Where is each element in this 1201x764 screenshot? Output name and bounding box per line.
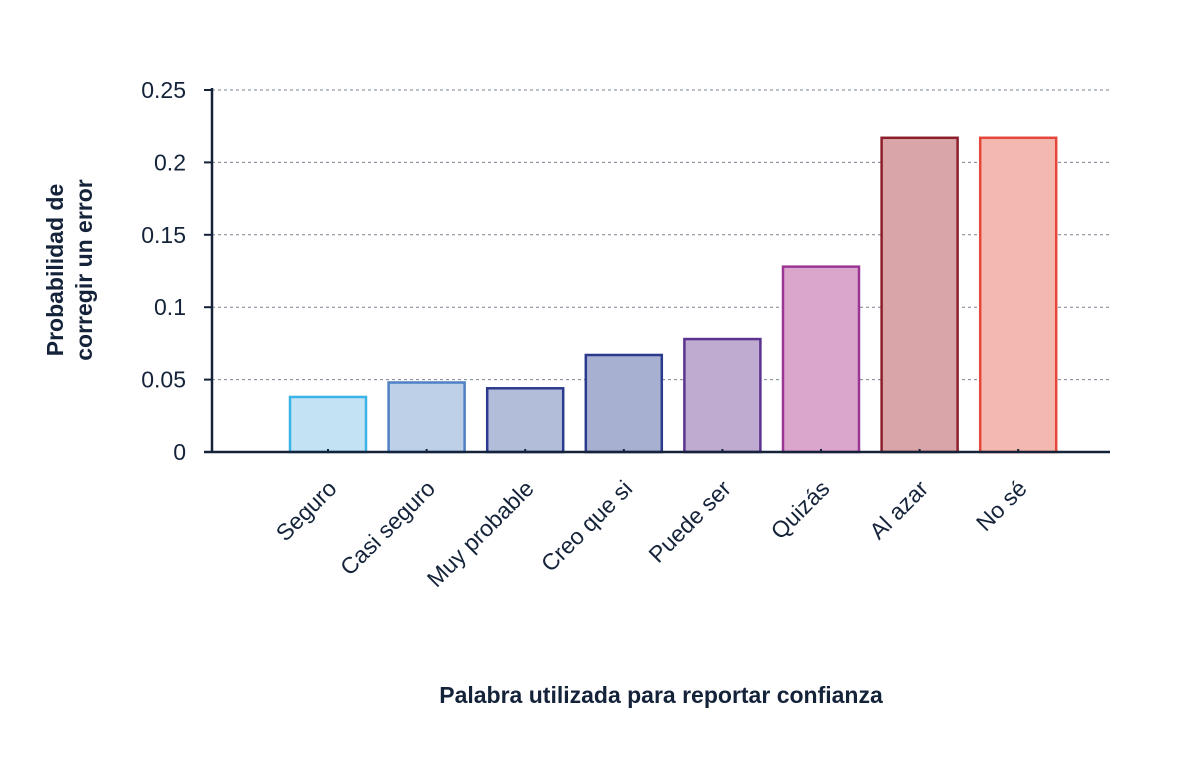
x-tick-label: Quizás [766, 475, 835, 544]
y-axis-label-box: Probabilidad de corregir un error [20, 100, 120, 440]
y-tick-label: 0.25 [141, 77, 186, 103]
bar-muy-probable [485, 387, 565, 454]
x-tick-label: Al azar [864, 475, 933, 544]
x-tick-label: Muy probable [422, 475, 539, 592]
y-tick-label: 0.05 [141, 367, 186, 393]
y-tick-label: 0.1 [154, 294, 186, 320]
x-tick-label: Casi seguro [335, 475, 440, 580]
bar-no-sé [978, 136, 1058, 454]
bar-quizás [781, 265, 861, 454]
x-tick-label: Creo que si [536, 475, 638, 577]
y-tick-label: 0.2 [154, 149, 186, 175]
bar-al-azar [880, 136, 959, 454]
x-tick-label: Puede ser [643, 475, 736, 568]
bar-seguro [288, 395, 368, 454]
y-axis-label: Probabilidad de corregir un error [42, 179, 97, 361]
bar-creo-que-si [584, 353, 664, 454]
bar-casi-seguro [387, 381, 466, 454]
x-axis-label: Palabra utilizada para reportar confianz… [439, 682, 883, 708]
y-tick-label: 0 [173, 439, 186, 465]
y-tick-label: 0.15 [141, 222, 186, 248]
x-tick-label: Seguro [271, 475, 342, 546]
x-tick-label: No sé [971, 475, 1032, 536]
bar-puede-ser [683, 337, 762, 454]
